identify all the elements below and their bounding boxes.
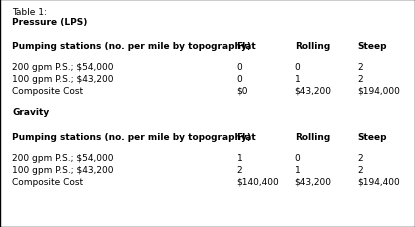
Text: $194,400: $194,400 <box>357 177 400 186</box>
Text: 1: 1 <box>295 75 300 84</box>
Text: 200 gpm P.S.; $54,000: 200 gpm P.S.; $54,000 <box>12 153 114 162</box>
Text: $43,200: $43,200 <box>295 87 332 96</box>
Text: 2: 2 <box>237 165 242 174</box>
Text: Pumping stations (no. per mile by topography): Pumping stations (no. per mile by topogr… <box>12 132 251 141</box>
Text: 200 gpm P.S.; $54,000: 200 gpm P.S.; $54,000 <box>12 63 114 72</box>
Text: Composite Cost: Composite Cost <box>12 87 83 96</box>
Text: Pressure (LPS): Pressure (LPS) <box>12 18 88 27</box>
Text: $0: $0 <box>237 87 248 96</box>
Text: 0: 0 <box>237 63 242 72</box>
Text: Rolling: Rolling <box>295 132 330 141</box>
Text: Rolling: Rolling <box>295 42 330 51</box>
Text: Gravity: Gravity <box>12 108 50 116</box>
Text: Steep: Steep <box>357 42 386 51</box>
Text: Composite Cost: Composite Cost <box>12 177 83 186</box>
Text: 100 gpm P.S.; $43,200: 100 gpm P.S.; $43,200 <box>12 165 114 174</box>
Text: Steep: Steep <box>357 132 386 141</box>
Text: Table 1:: Table 1: <box>12 8 47 17</box>
Text: 1: 1 <box>295 165 300 174</box>
Text: 2: 2 <box>357 165 363 174</box>
Text: 0: 0 <box>295 153 300 162</box>
Text: 2: 2 <box>357 63 363 72</box>
Text: 2: 2 <box>357 153 363 162</box>
Text: Flat: Flat <box>237 42 256 51</box>
Text: Flat: Flat <box>237 132 256 141</box>
Text: 1: 1 <box>237 153 242 162</box>
Text: $140,400: $140,400 <box>237 177 279 186</box>
Text: 100 gpm P.S.; $43,200: 100 gpm P.S.; $43,200 <box>12 75 114 84</box>
Text: $43,200: $43,200 <box>295 177 332 186</box>
Text: 0: 0 <box>295 63 300 72</box>
Text: 0: 0 <box>237 75 242 84</box>
Text: 2: 2 <box>357 75 363 84</box>
Text: $194,000: $194,000 <box>357 87 400 96</box>
Text: Pumping stations (no. per mile by topography): Pumping stations (no. per mile by topogr… <box>12 42 251 51</box>
